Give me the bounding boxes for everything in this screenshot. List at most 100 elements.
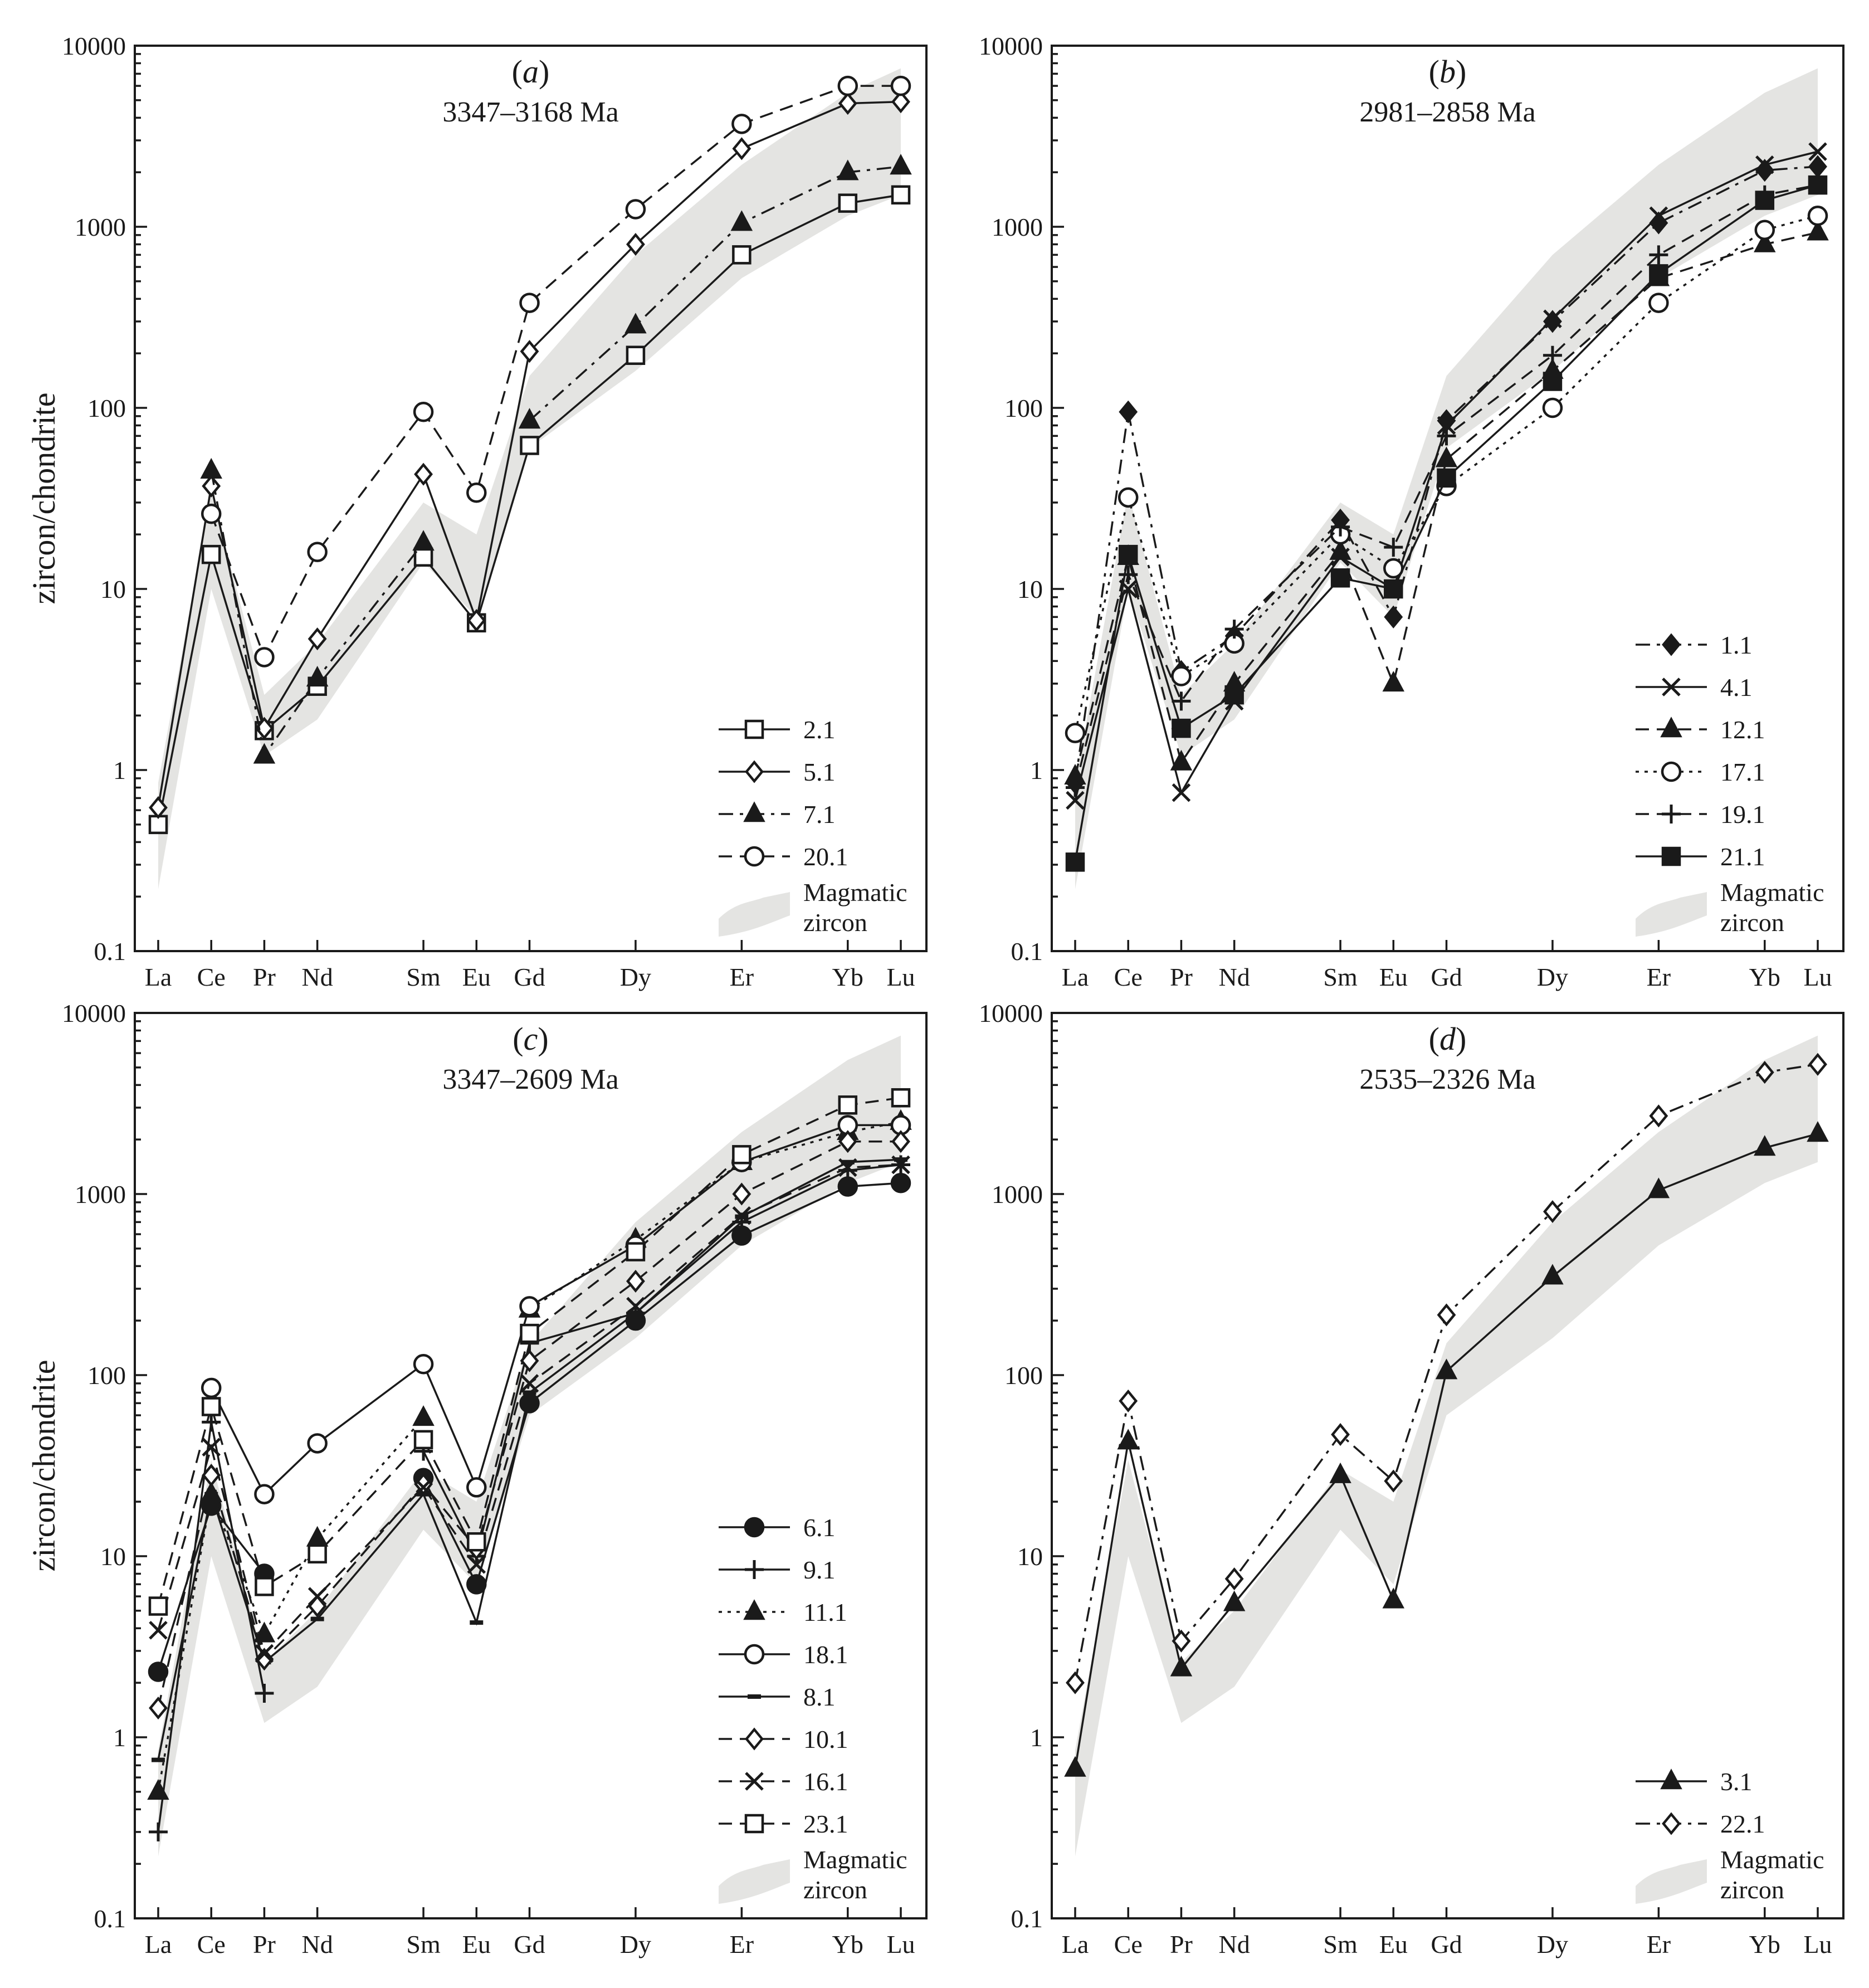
point-18.1-Nd	[307, 1433, 328, 1454]
point-23.1-Nd	[308, 1544, 327, 1564]
panel-subtitle: 3347–3168 Ma	[442, 96, 618, 128]
x-tick-label: Ce	[1114, 1930, 1143, 1958]
series-3.1	[1064, 1121, 1829, 1777]
x-tick-label: Nd	[302, 1930, 333, 1958]
x-tick-label: Nd	[1219, 1930, 1250, 1958]
point-5.1-Ce	[202, 474, 221, 498]
point-20.1-Er	[731, 114, 752, 134]
x-tick-label: Pr	[253, 963, 276, 991]
legend-label-7.1: 7.1	[803, 800, 836, 829]
y-tick-label: 10000	[979, 32, 1043, 60]
point-18.1-Eu	[466, 1477, 487, 1498]
point-4.1-Lu	[1808, 142, 1827, 161]
y-axis-label: zircon/chondrite	[26, 392, 62, 604]
legend-label-21.1: 21.1	[1720, 842, 1765, 871]
series-21.1	[1065, 175, 1828, 872]
y-tick-label: 100	[1004, 1361, 1043, 1390]
point-21.1-La	[1065, 852, 1085, 872]
x-tick-label: Sm	[1323, 963, 1358, 991]
point-20.1-Pr	[254, 647, 275, 667]
panel-d: 0.1 1 10 100 1000 10000 La Ce Pr Nd Sm Eu Gd Dy Er Yb Lu…	[979, 999, 1844, 1958]
x-tick-label: Gd	[514, 963, 545, 991]
point-9.1-Pr	[255, 1684, 274, 1703]
legend-envelope-label-line2: zircon	[1720, 1875, 1784, 1904]
point-21.1-Eu	[1384, 579, 1403, 599]
point-17.1-Pr	[1171, 666, 1192, 686]
point-2.1-Gd	[520, 436, 539, 455]
point-12.1-Yb	[1754, 231, 1776, 252]
point-16.1-Sm	[414, 1478, 433, 1497]
legend-label-10.1: 10.1	[803, 1725, 848, 1753]
point-4.1-Dy	[1543, 309, 1562, 329]
point-9.1-La	[149, 1822, 168, 1841]
point-20.1-Ce	[201, 503, 222, 524]
x-tick-label: Pr	[1170, 1930, 1193, 1958]
point-4.1-Yb	[1755, 155, 1774, 174]
x-tick-label: Eu	[462, 963, 491, 991]
y-tick-label: 1000	[992, 213, 1043, 241]
x-tick-label: La	[145, 1930, 172, 1958]
point-19.1-Eu	[1384, 538, 1403, 557]
point-7.1-Er	[730, 210, 753, 231]
panel-title: (a)	[512, 53, 550, 90]
point-3.1-Ce	[1117, 1429, 1139, 1450]
point-21.1-Lu	[1808, 175, 1828, 195]
legend-marker-19.1	[1662, 805, 1681, 824]
point-16.1-Dy	[626, 1297, 645, 1316]
x-tick-label: Eu	[462, 1930, 491, 1958]
point-7.1-Dy	[624, 313, 647, 334]
y-tick-label: 10000	[62, 32, 126, 60]
point-22.1-Nd	[1224, 1567, 1244, 1591]
legend-label-6.1: 6.1	[803, 1513, 836, 1542]
point-22.1-Eu	[1384, 1469, 1403, 1493]
legend-marker-18.1	[744, 1644, 765, 1665]
point-16.1-Er	[732, 1206, 751, 1225]
legend-label-3.1: 3.1	[1720, 1767, 1753, 1796]
legend-marker-9.1	[745, 1560, 764, 1579]
y-tick-label: 1000	[75, 213, 126, 241]
point-21.1-Yb	[1755, 191, 1775, 210]
x-tick-label: Sm	[406, 963, 441, 991]
x-tick-label: Er	[730, 963, 754, 991]
x-tick-label: Yb	[1749, 963, 1780, 991]
legend-label-4.1: 4.1	[1720, 673, 1753, 701]
point-22.1-Pr	[1172, 1629, 1191, 1653]
x-tick-label: Nd	[1219, 963, 1250, 991]
plot-frame	[1051, 45, 1844, 952]
point-16.1-La	[149, 1621, 168, 1640]
y-tick-label: 1	[113, 756, 126, 785]
point-20.1-Sm	[413, 401, 434, 422]
panel-subtitle: 2981–2858 Ma	[1359, 96, 1535, 128]
series-line	[210, 85, 901, 660]
point-16.1-Pr	[255, 1644, 274, 1663]
y-tick-label: 10000	[62, 999, 126, 1027]
point-5.1-Er	[732, 137, 751, 160]
point-23.1-Ce	[201, 1397, 221, 1416]
point-2.1-Er	[732, 245, 751, 265]
legend-label-9.1: 9.1	[803, 1556, 836, 1584]
point-22.1-La	[1066, 1671, 1085, 1694]
point-21.1-Gd	[1437, 468, 1456, 488]
point-10.1-La	[149, 1697, 168, 1720]
point-22.1-Sm	[1331, 1423, 1350, 1446]
panel-title: (b)	[1429, 53, 1467, 90]
point-23.1-Gd	[520, 1323, 539, 1343]
point-10.1-Lu	[891, 1130, 910, 1153]
point-3.1-Yb	[1754, 1135, 1776, 1156]
x-tick-label: Gd	[1431, 963, 1462, 991]
point-2.1-Ce	[201, 544, 221, 564]
legend-marker-23.1	[744, 1814, 764, 1834]
point-1.1-Eu	[1384, 605, 1403, 628]
point-7.1-Ce	[200, 457, 222, 479]
point-23.1-Pr	[255, 1577, 274, 1596]
x-tick-label: Yb	[832, 963, 863, 991]
point-6.1-Yb	[837, 1176, 858, 1197]
point-3.1-Pr	[1170, 1655, 1193, 1677]
legend-marker-22.1	[1662, 1812, 1681, 1835]
point-21.1-Sm	[1330, 568, 1350, 588]
x-tick-label: Ce	[197, 1930, 226, 1958]
point-8.1-Nd	[310, 1616, 324, 1621]
point-23.1-Er	[732, 1145, 751, 1164]
point-17.1-Ce	[1118, 487, 1139, 508]
point-17.1-La	[1065, 723, 1086, 743]
